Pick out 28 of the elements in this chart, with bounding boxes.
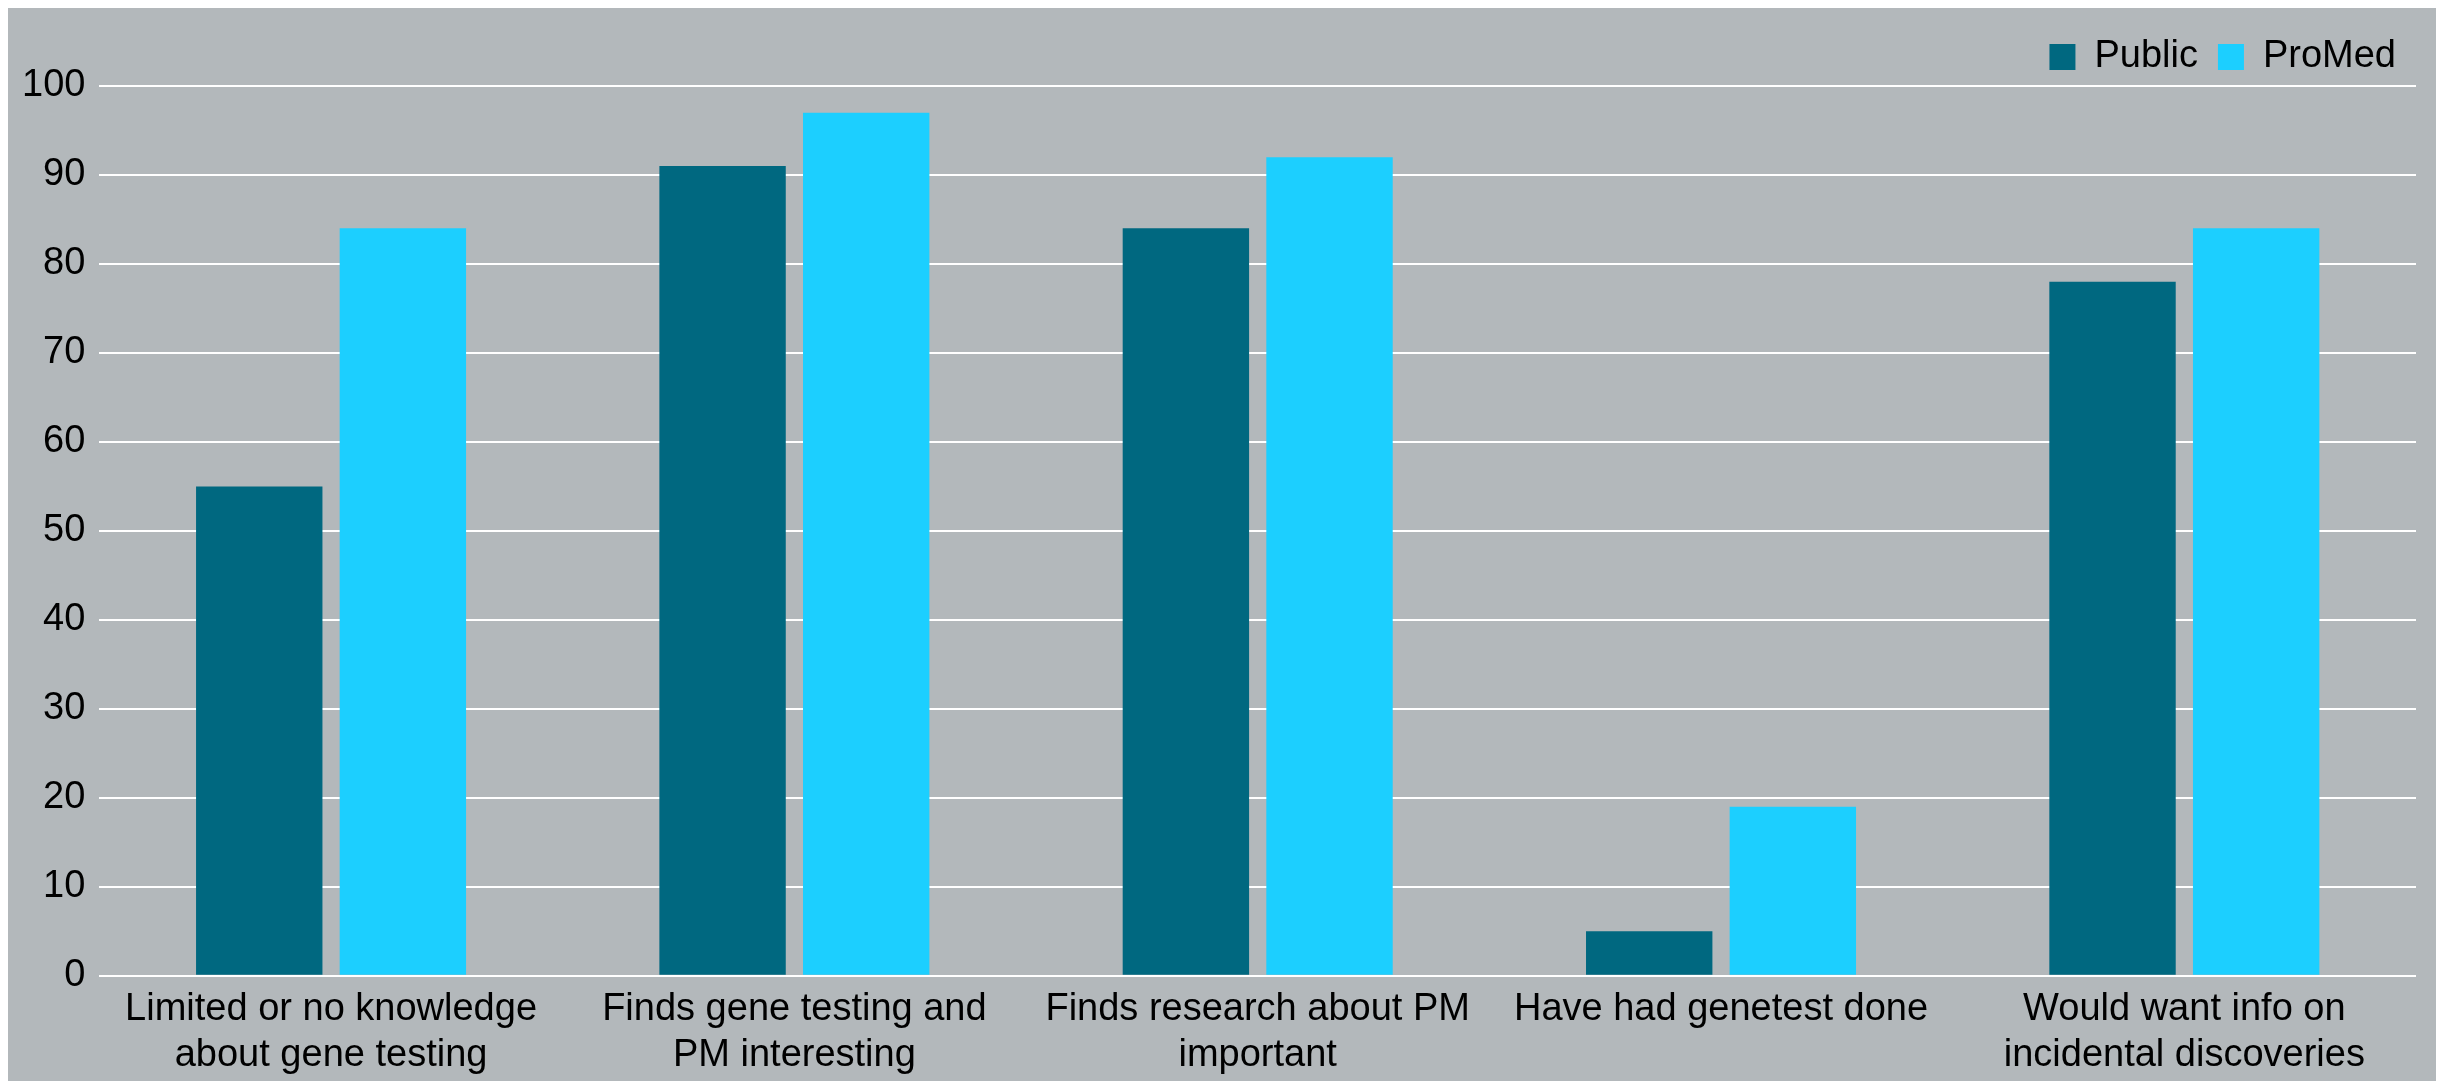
- x-tick-label: Finds gene testing and PM interesting: [602, 986, 987, 1074]
- y-tick-label: 0: [64, 952, 86, 995]
- x-tick-label: Limited or no knowledge about gene testing: [125, 986, 538, 1074]
- bar: [1586, 931, 1713, 975]
- y-tick-label: 10: [43, 863, 86, 906]
- x-tick-label: Have had genetest done: [1513, 986, 1929, 1029]
- y-tick-label: 90: [43, 151, 86, 194]
- bar: [2049, 281, 2176, 975]
- bar: [1266, 157, 1393, 975]
- y-tick-label: 80: [43, 240, 86, 283]
- y-tick-label: 60: [43, 418, 86, 461]
- y-tick-label: 40: [43, 596, 86, 639]
- legend-label: Public: [2094, 33, 2198, 76]
- bar: [659, 166, 786, 975]
- bar: [1122, 228, 1250, 975]
- y-tick-label: 30: [43, 685, 86, 728]
- y-tick-label: 20: [43, 774, 86, 817]
- legend-label: ProMed: [2262, 33, 2397, 76]
- x-tick-label: Finds research about PM important: [1045, 986, 1470, 1074]
- bar: [196, 486, 323, 975]
- bar: [339, 228, 467, 975]
- bar: [1729, 806, 1857, 975]
- bar: [2192, 228, 2320, 975]
- y-tick-label: 100: [22, 62, 86, 105]
- bar: [803, 112, 930, 975]
- y-tick-label: 50: [43, 507, 86, 550]
- x-tick-label: Would want info on incidental discoveries: [2003, 986, 2365, 1074]
- y-tick-label: 70: [43, 329, 86, 372]
